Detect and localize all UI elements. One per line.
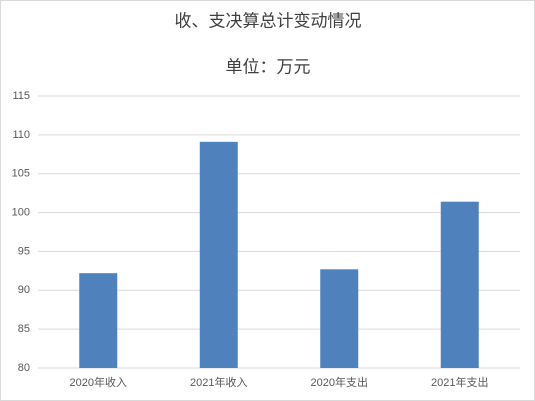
y-tick-label: 115	[12, 90, 30, 102]
x-tick-label: 2020年收入	[70, 375, 127, 389]
bar	[199, 141, 238, 368]
y-tick-label: 95	[18, 245, 30, 257]
y-tick-label: 90	[18, 284, 30, 296]
y-tick-label: 100	[12, 206, 30, 218]
chart-title: 收、支决算总计变动情况	[175, 11, 362, 30]
y-tick-label: 110	[12, 129, 30, 141]
x-tick-label: 2020年支出	[311, 375, 368, 389]
chart-subtitle: 单位：万元	[226, 57, 311, 76]
x-tick-label: 2021年收入	[190, 375, 247, 389]
bar	[320, 269, 359, 368]
y-tick-label: 80	[18, 362, 30, 374]
y-tick-label: 105	[12, 168, 30, 180]
bar	[440, 201, 479, 368]
x-tick-label: 2021年支出	[431, 375, 488, 389]
y-tick-label: 85	[18, 323, 30, 335]
bar	[79, 273, 118, 368]
